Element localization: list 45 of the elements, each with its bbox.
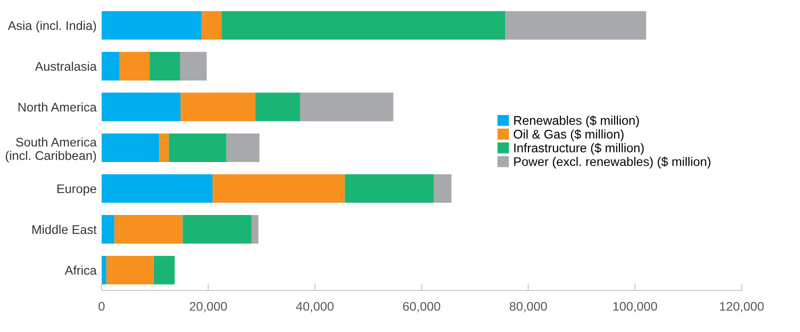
bar	[212, 174, 345, 203]
y-tick-label: South America (incl. Caribbean)	[6, 137, 97, 162]
y-tick-label: North America	[18, 102, 97, 112]
bar	[255, 92, 300, 122]
x-tick-label: 0	[98, 302, 105, 311]
y-tick-label: Africa	[64, 266, 97, 275]
bar	[434, 174, 452, 203]
y-tick-label: Australasia	[34, 62, 97, 71]
bar	[102, 52, 120, 80]
bar	[300, 92, 394, 122]
bar	[150, 52, 180, 80]
legend-label: Infrastructure ($ million)	[514, 142, 644, 155]
bar	[102, 133, 160, 162]
bar	[344, 174, 434, 203]
bar	[102, 174, 213, 203]
bar	[120, 52, 150, 80]
x-tick-label: 60,000	[403, 302, 440, 312]
bar	[226, 133, 260, 162]
legend-label: Oil & Gas ($ million)	[514, 129, 624, 142]
bar	[180, 92, 256, 122]
y-tick-label: Asia (incl. India)	[8, 20, 96, 32]
y-tick-label: Europe	[57, 184, 96, 196]
x-tick-label: 40,000	[296, 302, 334, 312]
bar	[106, 256, 154, 284]
bar	[154, 256, 175, 284]
y-tick-label: Middle East	[32, 224, 97, 234]
bar	[180, 52, 207, 80]
bar	[222, 11, 506, 40]
bar	[505, 11, 646, 40]
legend-label: Renewables ($ million)	[514, 116, 639, 128]
x-tick-label: 80,000	[510, 302, 547, 312]
bar	[159, 133, 169, 162]
bar	[102, 92, 181, 122]
bar	[102, 256, 106, 284]
x-tick-label: 120,000	[720, 302, 764, 312]
x-tick-label: 20,000	[190, 302, 227, 312]
bar	[202, 11, 222, 40]
x-tick-label: 100,000	[613, 302, 658, 312]
bar	[102, 11, 202, 40]
bar	[102, 215, 114, 244]
bar	[114, 215, 183, 244]
legend-label: Power (excl. renewables) ($ million)	[514, 156, 710, 169]
bar	[168, 133, 226, 162]
bar	[251, 215, 258, 244]
bar	[182, 215, 252, 244]
